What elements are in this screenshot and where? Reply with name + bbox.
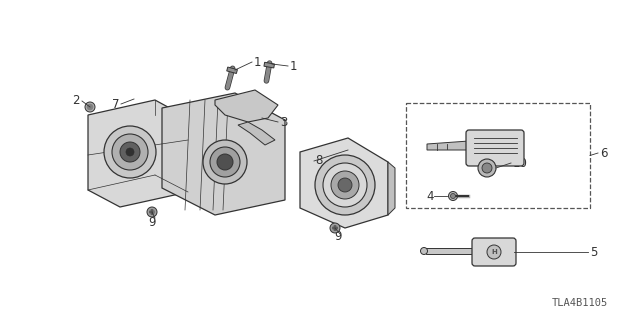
- Circle shape: [217, 154, 233, 170]
- Circle shape: [449, 191, 458, 201]
- Circle shape: [478, 159, 496, 177]
- Circle shape: [150, 210, 154, 214]
- Circle shape: [487, 245, 501, 259]
- Circle shape: [203, 140, 247, 184]
- Text: 9: 9: [334, 229, 342, 243]
- Text: H: H: [491, 249, 497, 255]
- Text: 6: 6: [600, 147, 607, 159]
- Polygon shape: [162, 93, 285, 215]
- Circle shape: [104, 126, 156, 178]
- Polygon shape: [426, 248, 478, 254]
- Circle shape: [451, 194, 456, 198]
- Text: TLA4B1105: TLA4B1105: [552, 298, 608, 308]
- Bar: [406, 103, 590, 208]
- Polygon shape: [264, 62, 275, 68]
- Circle shape: [420, 247, 428, 254]
- Circle shape: [330, 223, 340, 233]
- Polygon shape: [215, 90, 278, 122]
- Text: 10: 10: [513, 156, 528, 170]
- Text: 9: 9: [148, 215, 156, 228]
- Text: 7: 7: [111, 98, 119, 110]
- Circle shape: [126, 148, 134, 156]
- Polygon shape: [388, 162, 395, 215]
- Text: 1: 1: [254, 55, 262, 68]
- Circle shape: [323, 163, 367, 207]
- Text: 8: 8: [315, 154, 323, 166]
- Polygon shape: [238, 122, 275, 145]
- Polygon shape: [427, 141, 472, 150]
- Circle shape: [338, 178, 352, 192]
- Polygon shape: [300, 138, 388, 228]
- FancyBboxPatch shape: [472, 238, 516, 266]
- Text: 3: 3: [280, 116, 287, 129]
- Circle shape: [482, 163, 492, 173]
- Circle shape: [87, 104, 93, 110]
- Text: 5: 5: [590, 245, 597, 259]
- Circle shape: [85, 102, 95, 112]
- Text: 4: 4: [426, 189, 433, 203]
- Circle shape: [120, 142, 140, 162]
- Circle shape: [210, 147, 240, 177]
- Circle shape: [331, 171, 359, 199]
- Circle shape: [333, 226, 337, 230]
- FancyBboxPatch shape: [466, 130, 524, 166]
- Text: 2: 2: [72, 93, 80, 107]
- Circle shape: [112, 134, 148, 170]
- Text: 1: 1: [290, 60, 298, 73]
- Polygon shape: [88, 100, 188, 207]
- Polygon shape: [227, 67, 237, 74]
- Circle shape: [315, 155, 375, 215]
- Circle shape: [147, 207, 157, 217]
